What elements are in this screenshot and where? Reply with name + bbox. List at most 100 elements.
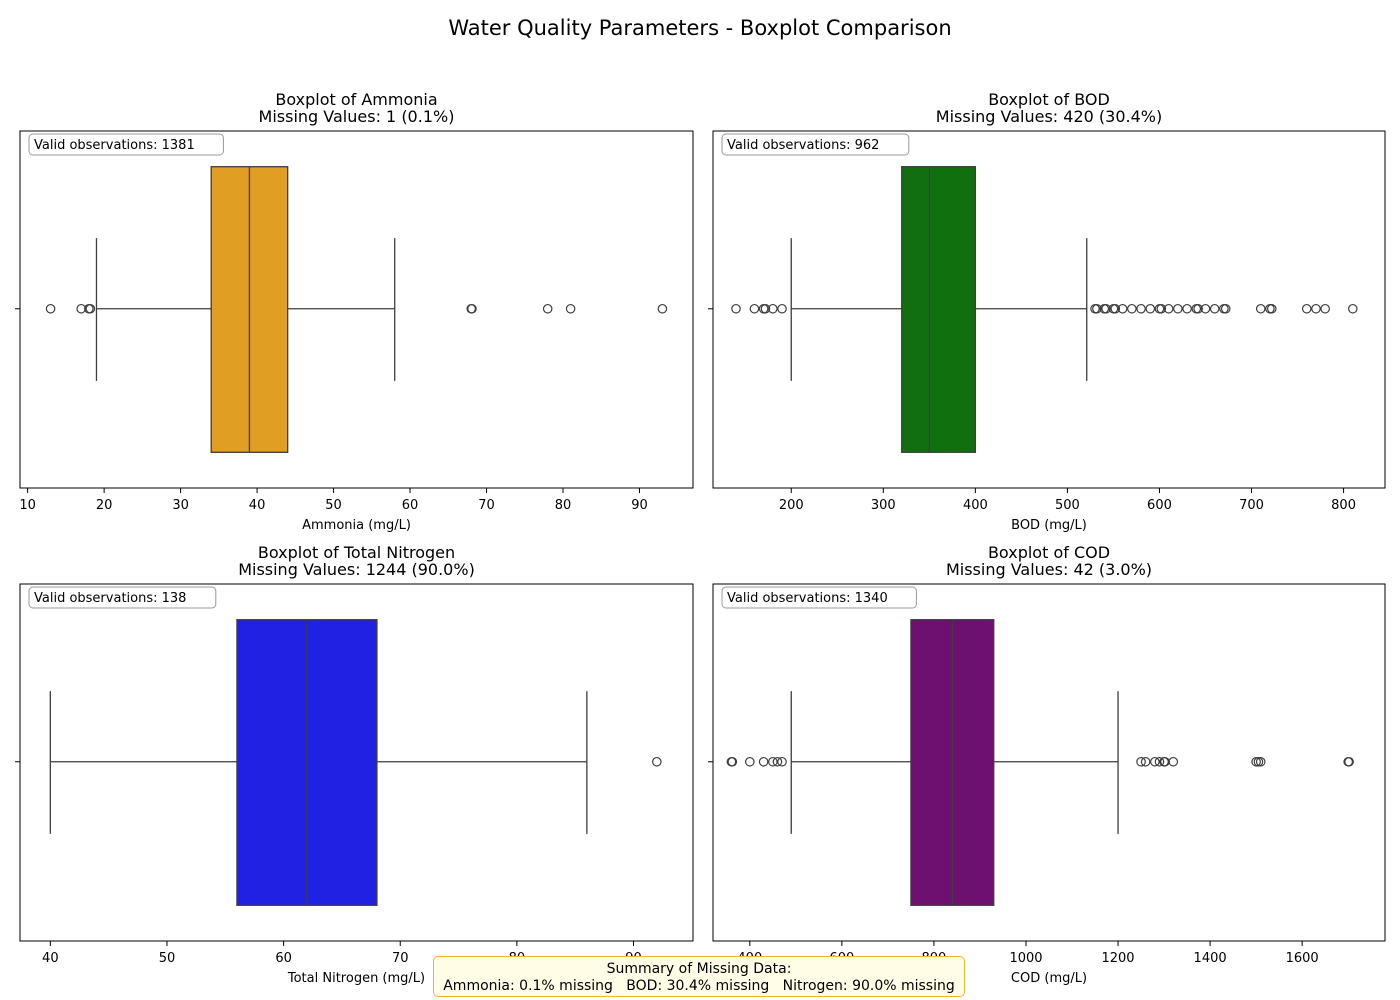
x-tick-label: 200 [779,498,804,513]
outlier-point [1110,303,1121,314]
x-tick-label: 300 [871,498,896,513]
observation-count-box [28,586,217,609]
observation-count-label: Valid observations: 962 [727,138,879,153]
x-tick-label: 70 [392,951,409,966]
chart-subtitle: Missing Values: 42 (3.0%) [946,560,1152,579]
summary-heading: Summary of Missing Data: [606,961,792,977]
observation-count-label: Valid observations: 138 [34,591,186,606]
chart-title: Boxplot of COD [988,543,1110,562]
chart-title: Boxplot of Total Nitrogen [258,543,455,562]
outlier-point [467,303,477,314]
outlier-point [749,303,760,314]
outlier-point [1209,303,1220,314]
outlier-point [45,303,56,314]
x-tick-label: 40 [249,498,266,513]
outlier-point [657,303,668,314]
x-tick-label: 1600 [1286,951,1319,966]
chart-subtitle: Missing Values: 1 (0.1%) [259,107,455,126]
outlier-point [652,756,662,767]
outlier-point [1092,303,1102,314]
outlier-point [1347,303,1358,314]
outlier-point [1168,756,1179,767]
observation-count-label: Valid observations: 1340 [727,591,888,606]
outlier-point [1156,303,1167,314]
x-axis-label: BOD (mg/L) [1011,518,1087,533]
outlier-point [76,303,86,314]
x-tick-label: 20 [96,498,113,513]
x-tick-label: 400 [963,498,988,513]
figure-title: Water Quality Parameters - Boxplot Compa… [448,16,952,40]
observation-count-box [721,586,917,609]
x-tick-label: 90 [631,498,648,513]
outlier-point [542,303,553,314]
x-axis-label: Ammonia (mg/L) [302,518,411,533]
outlier-point [731,303,741,314]
outlier-point [1301,303,1312,314]
outlier-point [777,303,787,314]
outlier-point [1320,303,1330,314]
outlier-point [1200,303,1211,314]
outlier-point [1344,756,1354,767]
x-tick-label: 800 [1331,498,1356,513]
outlier-point [1193,303,1203,314]
x-tick-label: 30 [172,498,189,513]
outlier-point [1136,303,1146,314]
x-axis-label: Total Nitrogen (mg/L) [287,971,425,986]
plot-frame [712,130,1386,489]
outlier-point [760,303,771,314]
chart-title: Boxplot of BOD [988,90,1110,109]
outlier-point [1182,303,1192,314]
outlier-point [772,756,783,767]
outlier-point [1220,303,1231,314]
observation-count-box [721,133,910,156]
x-tick-label: 50 [159,951,176,966]
outlier-point [1150,756,1160,767]
outlier-point [1255,756,1266,767]
chart-subtitle: Missing Values: 420 (30.4%) [936,107,1162,126]
x-tick-label: 700 [1239,498,1264,513]
outlier-point [758,756,769,767]
chart-title: Boxplot of Ammonia [275,90,437,109]
outlier-point [745,756,755,767]
outlier-point [565,303,576,314]
chart-subtitle: Missing Values: 1244 (90.0%) [238,560,475,579]
outlier-point [768,303,778,314]
outlier-point [1163,303,1174,314]
x-tick-label: 10 [19,498,36,513]
x-tick-label: 1000 [1009,951,1042,966]
observation-count-box [28,133,224,156]
missing-data-summary: Summary of Missing Data: Ammonia: 0.1% m… [433,956,965,997]
x-tick-label: 80 [555,498,572,513]
x-axis-label: COD (mg/L) [1011,971,1087,986]
outlier-point [1154,756,1165,767]
x-tick-label: 1400 [1194,951,1227,966]
outlier-point [1173,303,1183,314]
x-tick-label: 1200 [1101,951,1134,966]
x-tick-label: 600 [1147,498,1172,513]
outlier-point [777,756,787,767]
x-tick-label: 60 [275,951,292,966]
outlier-point [1117,303,1128,314]
x-tick-label: 40 [42,951,59,966]
outlier-point [1145,303,1156,314]
outlier-point [1311,303,1321,314]
outlier-point [1136,756,1146,767]
x-tick-label: 60 [402,498,419,513]
outlier-point [1127,303,1137,314]
plot-frame [19,130,694,489]
outlier-point [1255,303,1266,314]
outlier-point [1101,303,1111,314]
outlier-point [1266,303,1277,314]
summary-line: Ammonia: 0.1% missing BOD: 30.4% missing… [443,978,955,994]
x-tick-label: 70 [478,498,495,513]
outlier-point [85,303,96,314]
x-tick-label: 50 [325,498,342,513]
plot-frame [712,583,1386,942]
iqr-box [901,166,977,453]
x-tick-label: 500 [1055,498,1080,513]
